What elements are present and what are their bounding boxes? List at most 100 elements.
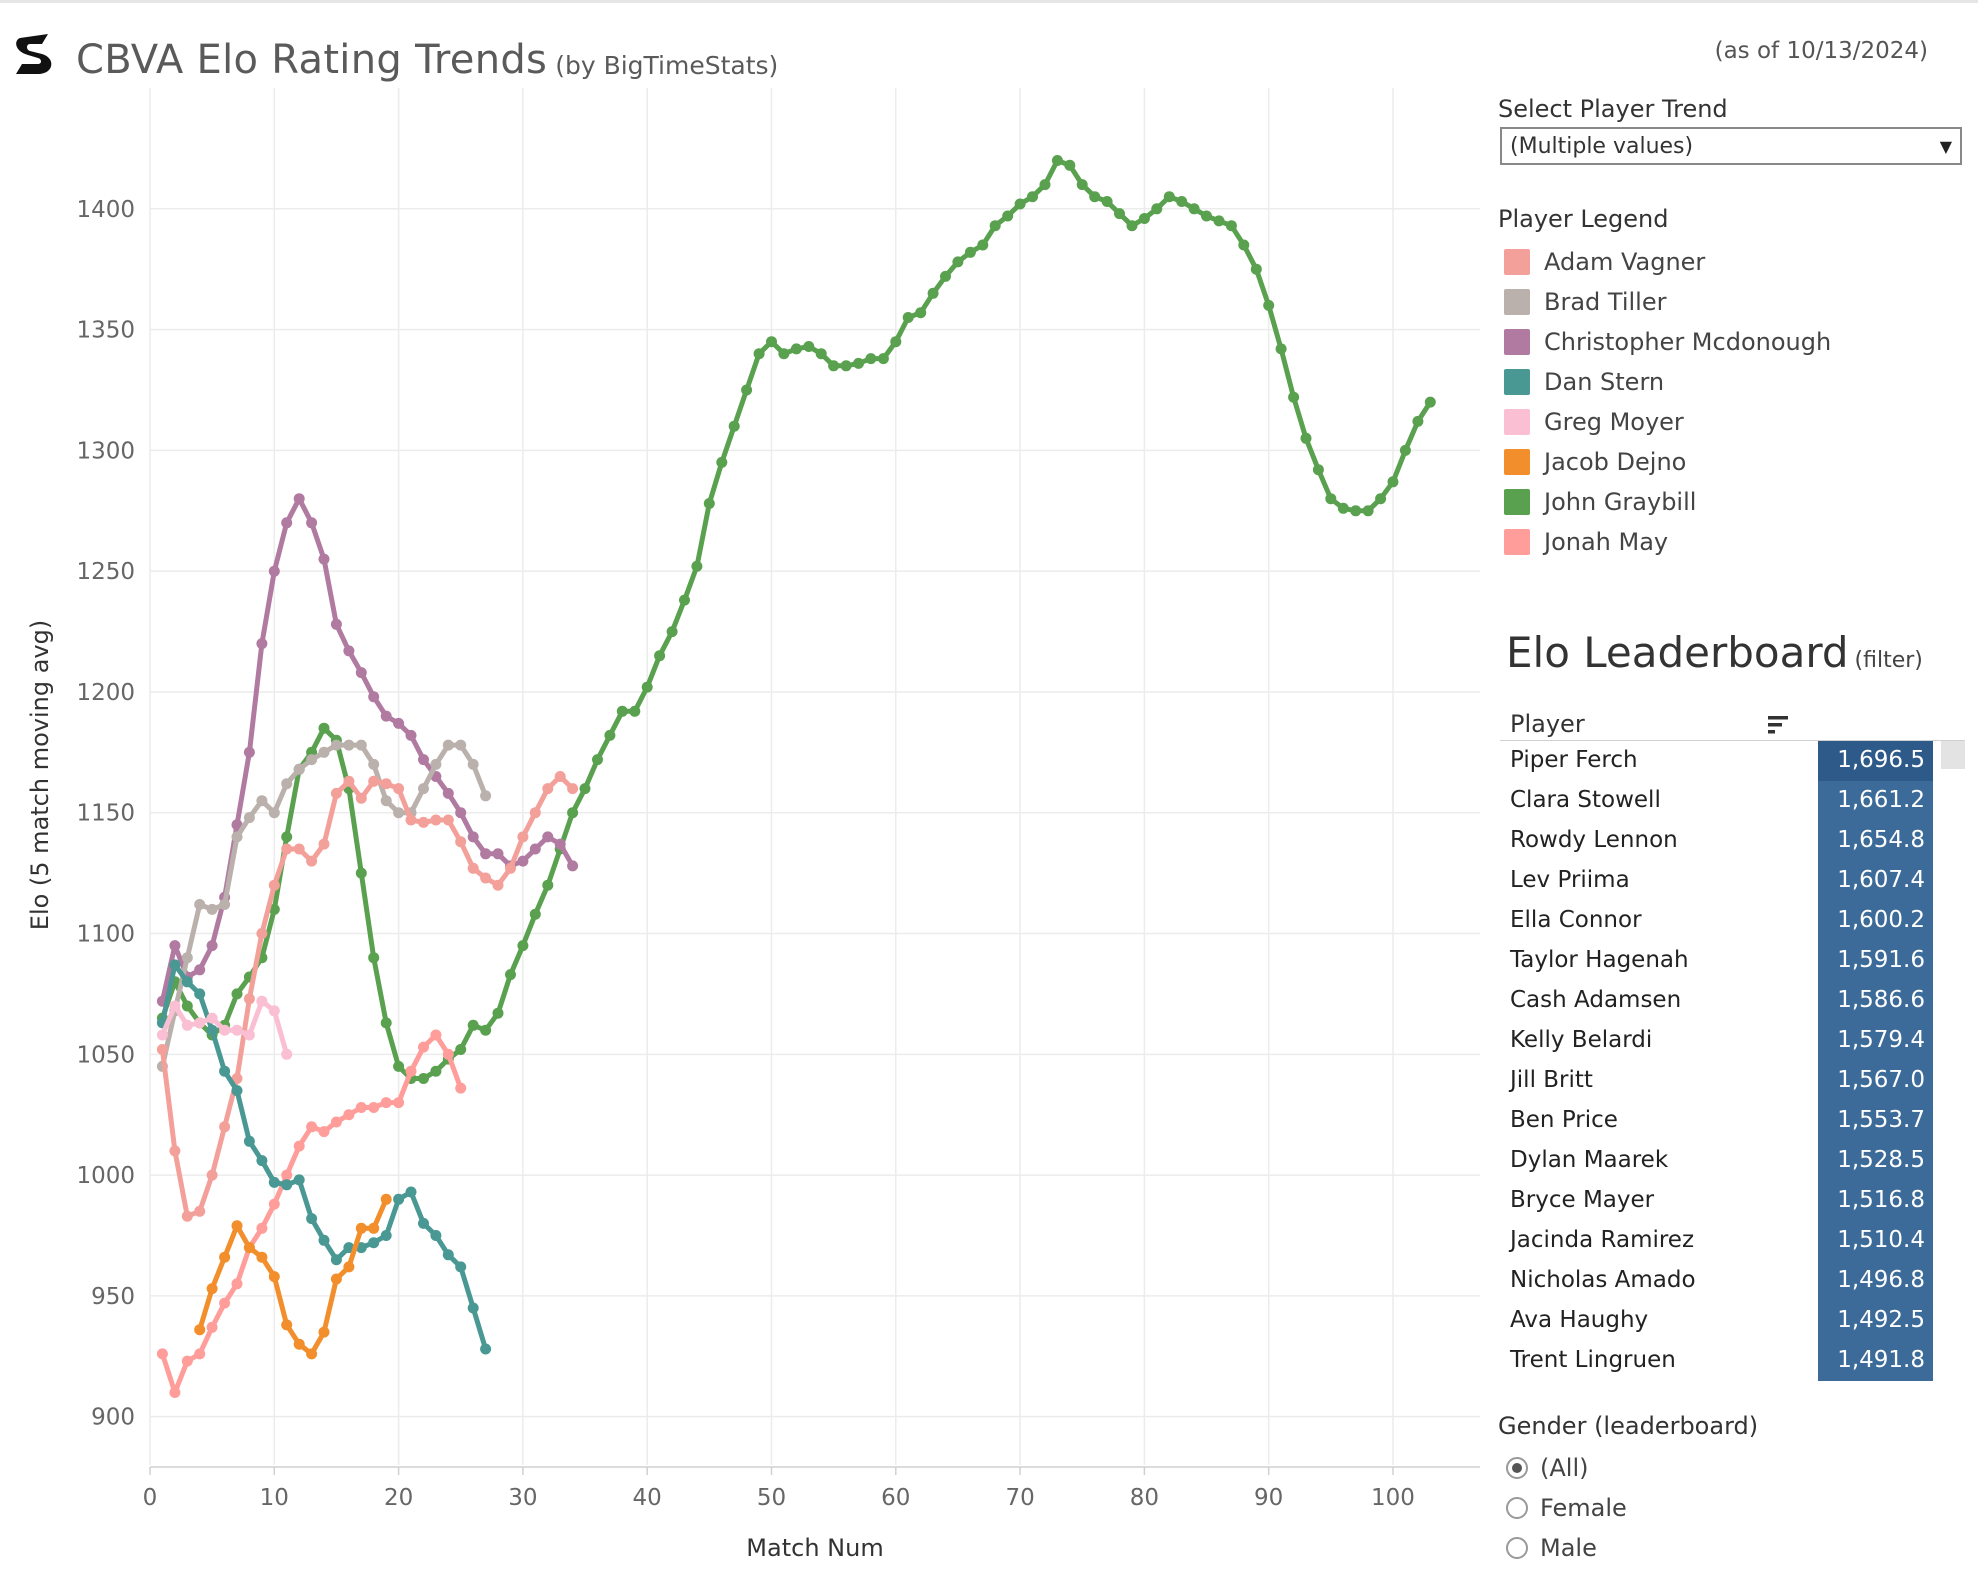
- data-point[interactable]: [231, 1278, 243, 1290]
- data-point[interactable]: [778, 348, 790, 360]
- data-point[interactable]: [567, 807, 579, 819]
- data-point[interactable]: [716, 456, 728, 468]
- data-point[interactable]: [318, 722, 330, 734]
- data-point[interactable]: [442, 1048, 454, 1060]
- data-point[interactable]: [206, 1024, 218, 1036]
- data-point[interactable]: [318, 553, 330, 565]
- data-point[interactable]: [405, 729, 417, 741]
- data-point[interactable]: [380, 778, 392, 790]
- legend-item[interactable]: Jonah May: [1504, 522, 1831, 562]
- data-point[interactable]: [815, 348, 827, 360]
- data-point[interactable]: [256, 1222, 268, 1234]
- data-point[interactable]: [1114, 208, 1125, 220]
- data-point[interactable]: [306, 1213, 318, 1225]
- data-point[interactable]: [219, 1121, 231, 1133]
- data-point[interactable]: [679, 594, 690, 606]
- data-point[interactable]: [853, 357, 864, 369]
- data-point[interactable]: [156, 1348, 168, 1360]
- data-point[interactable]: [418, 783, 429, 795]
- data-point[interactable]: [156, 1029, 168, 1041]
- data-point[interactable]: [293, 843, 305, 855]
- gender-option-male[interactable]: Male: [1506, 1534, 1597, 1562]
- leaderboard-row[interactable]: Piper Ferch 1,696.5: [1500, 741, 1970, 781]
- data-point[interactable]: [542, 879, 554, 891]
- series-brad-tiller[interactable]: [156, 739, 492, 1072]
- data-point[interactable]: [368, 1237, 380, 1249]
- data-point[interactable]: [243, 1242, 255, 1254]
- data-point[interactable]: [1039, 179, 1051, 191]
- data-point[interactable]: [368, 758, 380, 770]
- data-point[interactable]: [492, 879, 504, 891]
- series-john-graybill[interactable]: [156, 155, 1436, 1084]
- leaderboard-row[interactable]: Jill Britt 1,567.0: [1500, 1061, 1970, 1101]
- data-point[interactable]: [442, 739, 454, 751]
- data-point[interactable]: [231, 1073, 243, 1084]
- data-point[interactable]: [703, 498, 715, 509]
- data-point[interactable]: [219, 1065, 231, 1077]
- leaderboard-row[interactable]: Nicholas Amado 1,496.8: [1500, 1261, 1970, 1301]
- data-point[interactable]: [1275, 343, 1287, 355]
- data-point[interactable]: [467, 758, 479, 770]
- legend-item[interactable]: John Graybill: [1504, 482, 1831, 522]
- scrollbar-thumb[interactable]: [1941, 741, 1965, 769]
- data-point[interactable]: [542, 831, 554, 843]
- data-point[interactable]: [281, 517, 293, 529]
- data-point[interactable]: [1064, 159, 1076, 171]
- data-point[interactable]: [405, 1065, 417, 1077]
- data-point[interactable]: [666, 626, 678, 638]
- sort-icon[interactable]: [1766, 714, 1790, 736]
- data-point[interactable]: [579, 783, 591, 795]
- data-point[interactable]: [517, 831, 529, 843]
- data-point[interactable]: [343, 1261, 355, 1273]
- data-point[interactable]: [865, 353, 877, 365]
- leaderboard-row[interactable]: Rowdy Lennon 1,654.8: [1500, 821, 1970, 861]
- data-point[interactable]: [219, 899, 231, 910]
- data-point[interactable]: [1375, 493, 1387, 505]
- data-point[interactable]: [368, 1222, 380, 1234]
- data-point[interactable]: [343, 739, 355, 751]
- leaderboard-row[interactable]: Bryce Mayer 1,516.8: [1500, 1181, 1970, 1221]
- data-point[interactable]: [318, 1126, 330, 1138]
- data-point[interactable]: [355, 867, 367, 879]
- data-point[interactable]: [1076, 179, 1088, 191]
- data-point[interactable]: [1163, 191, 1175, 203]
- data-point[interactable]: [430, 1230, 442, 1241]
- data-point[interactable]: [480, 790, 492, 802]
- data-point[interactable]: [467, 862, 479, 874]
- data-point[interactable]: [554, 838, 566, 850]
- data-point[interactable]: [542, 783, 554, 795]
- data-point[interactable]: [790, 343, 802, 355]
- data-point[interactable]: [293, 493, 305, 505]
- data-point[interactable]: [343, 1109, 355, 1121]
- data-point[interactable]: [156, 1044, 168, 1055]
- data-point[interactable]: [902, 312, 914, 323]
- data-point[interactable]: [455, 807, 467, 819]
- data-point[interactable]: [480, 872, 492, 884]
- data-point[interactable]: [330, 739, 342, 751]
- data-point[interactable]: [430, 1065, 442, 1077]
- data-point[interactable]: [219, 1251, 231, 1263]
- data-point[interactable]: [306, 517, 318, 529]
- data-point[interactable]: [330, 1254, 342, 1266]
- data-point[interactable]: [194, 899, 206, 910]
- data-point[interactable]: [330, 1273, 342, 1285]
- data-point[interactable]: [281, 843, 293, 855]
- data-point[interactable]: [654, 650, 666, 662]
- data-point[interactable]: [380, 1230, 392, 1241]
- data-point[interactable]: [256, 928, 268, 939]
- series-jacob-dejno[interactable]: [194, 1193, 392, 1360]
- data-point[interactable]: [219, 1297, 231, 1309]
- data-point[interactable]: [393, 1193, 405, 1205]
- data-point[interactable]: [330, 1116, 342, 1128]
- series-adam-vagner[interactable]: [156, 771, 579, 1222]
- data-point[interactable]: [1126, 220, 1138, 232]
- data-point[interactable]: [989, 220, 1001, 232]
- data-point[interactable]: [243, 812, 255, 824]
- leaderboard-row[interactable]: Cash Adamsen 1,586.6: [1500, 981, 1970, 1021]
- data-point[interactable]: [405, 1186, 417, 1198]
- data-point[interactable]: [455, 1082, 467, 1094]
- data-point[interactable]: [169, 1000, 181, 1012]
- data-point[interactable]: [181, 1210, 193, 1222]
- data-point[interactable]: [1412, 415, 1424, 427]
- data-point[interactable]: [380, 1097, 392, 1109]
